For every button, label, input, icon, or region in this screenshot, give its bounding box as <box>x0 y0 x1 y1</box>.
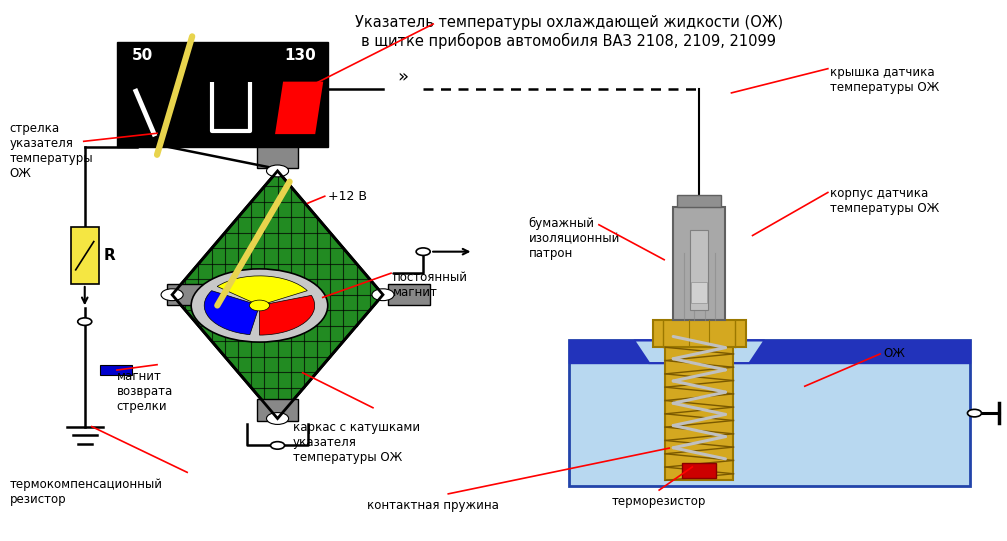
Bar <box>70 227 99 284</box>
Bar <box>654 320 745 347</box>
Text: 50: 50 <box>132 48 153 63</box>
Bar <box>683 463 716 478</box>
Text: магнит
возврата
стрелки: магнит возврата стрелки <box>117 370 173 413</box>
Circle shape <box>372 289 394 301</box>
Text: ОЖ: ОЖ <box>883 347 905 360</box>
Bar <box>388 285 430 305</box>
Text: R: R <box>104 248 116 263</box>
Bar <box>678 195 721 207</box>
Bar <box>167 285 209 305</box>
Wedge shape <box>260 295 315 335</box>
Text: каркас с катушками
указателя
температуры ОЖ: каркас с катушками указателя температуры… <box>293 421 420 464</box>
Circle shape <box>78 318 92 325</box>
Circle shape <box>968 410 982 417</box>
Text: постоянный
магнит: постоянный магнит <box>393 270 468 299</box>
Bar <box>569 340 971 363</box>
Bar <box>691 282 707 304</box>
Text: 130: 130 <box>284 48 316 63</box>
Wedge shape <box>218 276 307 306</box>
Bar <box>258 147 298 168</box>
Circle shape <box>191 269 327 342</box>
Polygon shape <box>634 340 764 363</box>
Polygon shape <box>172 171 383 419</box>
Text: термокомпенсационный
резистор: термокомпенсационный резистор <box>9 478 162 506</box>
Bar <box>666 347 733 480</box>
Circle shape <box>267 165 289 177</box>
Bar <box>690 230 708 309</box>
Circle shape <box>267 413 289 425</box>
Bar <box>674 207 725 320</box>
Text: бумажный
изоляционный
патрон: бумажный изоляционный патрон <box>529 217 620 260</box>
Circle shape <box>250 300 270 311</box>
Bar <box>569 340 971 486</box>
Text: »: » <box>398 68 409 87</box>
Text: +12 В: +12 В <box>327 190 367 203</box>
Text: контактная пружина: контактная пружина <box>368 499 499 512</box>
Polygon shape <box>275 82 323 134</box>
Text: корпус датчика
температуры ОЖ: корпус датчика температуры ОЖ <box>830 187 940 215</box>
Text: Указатель температуры охлаждающей жидкости (ОЖ)
в щитке приборов автомобиля ВАЗ : Указатель температуры охлаждающей жидкос… <box>354 15 782 49</box>
Bar <box>117 42 327 147</box>
Text: крышка датчика
температуры ОЖ: крышка датчика температуры ОЖ <box>830 66 940 94</box>
Circle shape <box>161 289 183 301</box>
Text: стрелка
указателя
температуры
ОЖ: стрелка указателя температуры ОЖ <box>9 122 93 181</box>
Bar <box>258 399 298 421</box>
Circle shape <box>416 248 430 255</box>
Bar <box>100 365 132 375</box>
Circle shape <box>271 441 285 449</box>
Wedge shape <box>204 291 260 335</box>
Text: терморезистор: терморезистор <box>612 496 706 509</box>
